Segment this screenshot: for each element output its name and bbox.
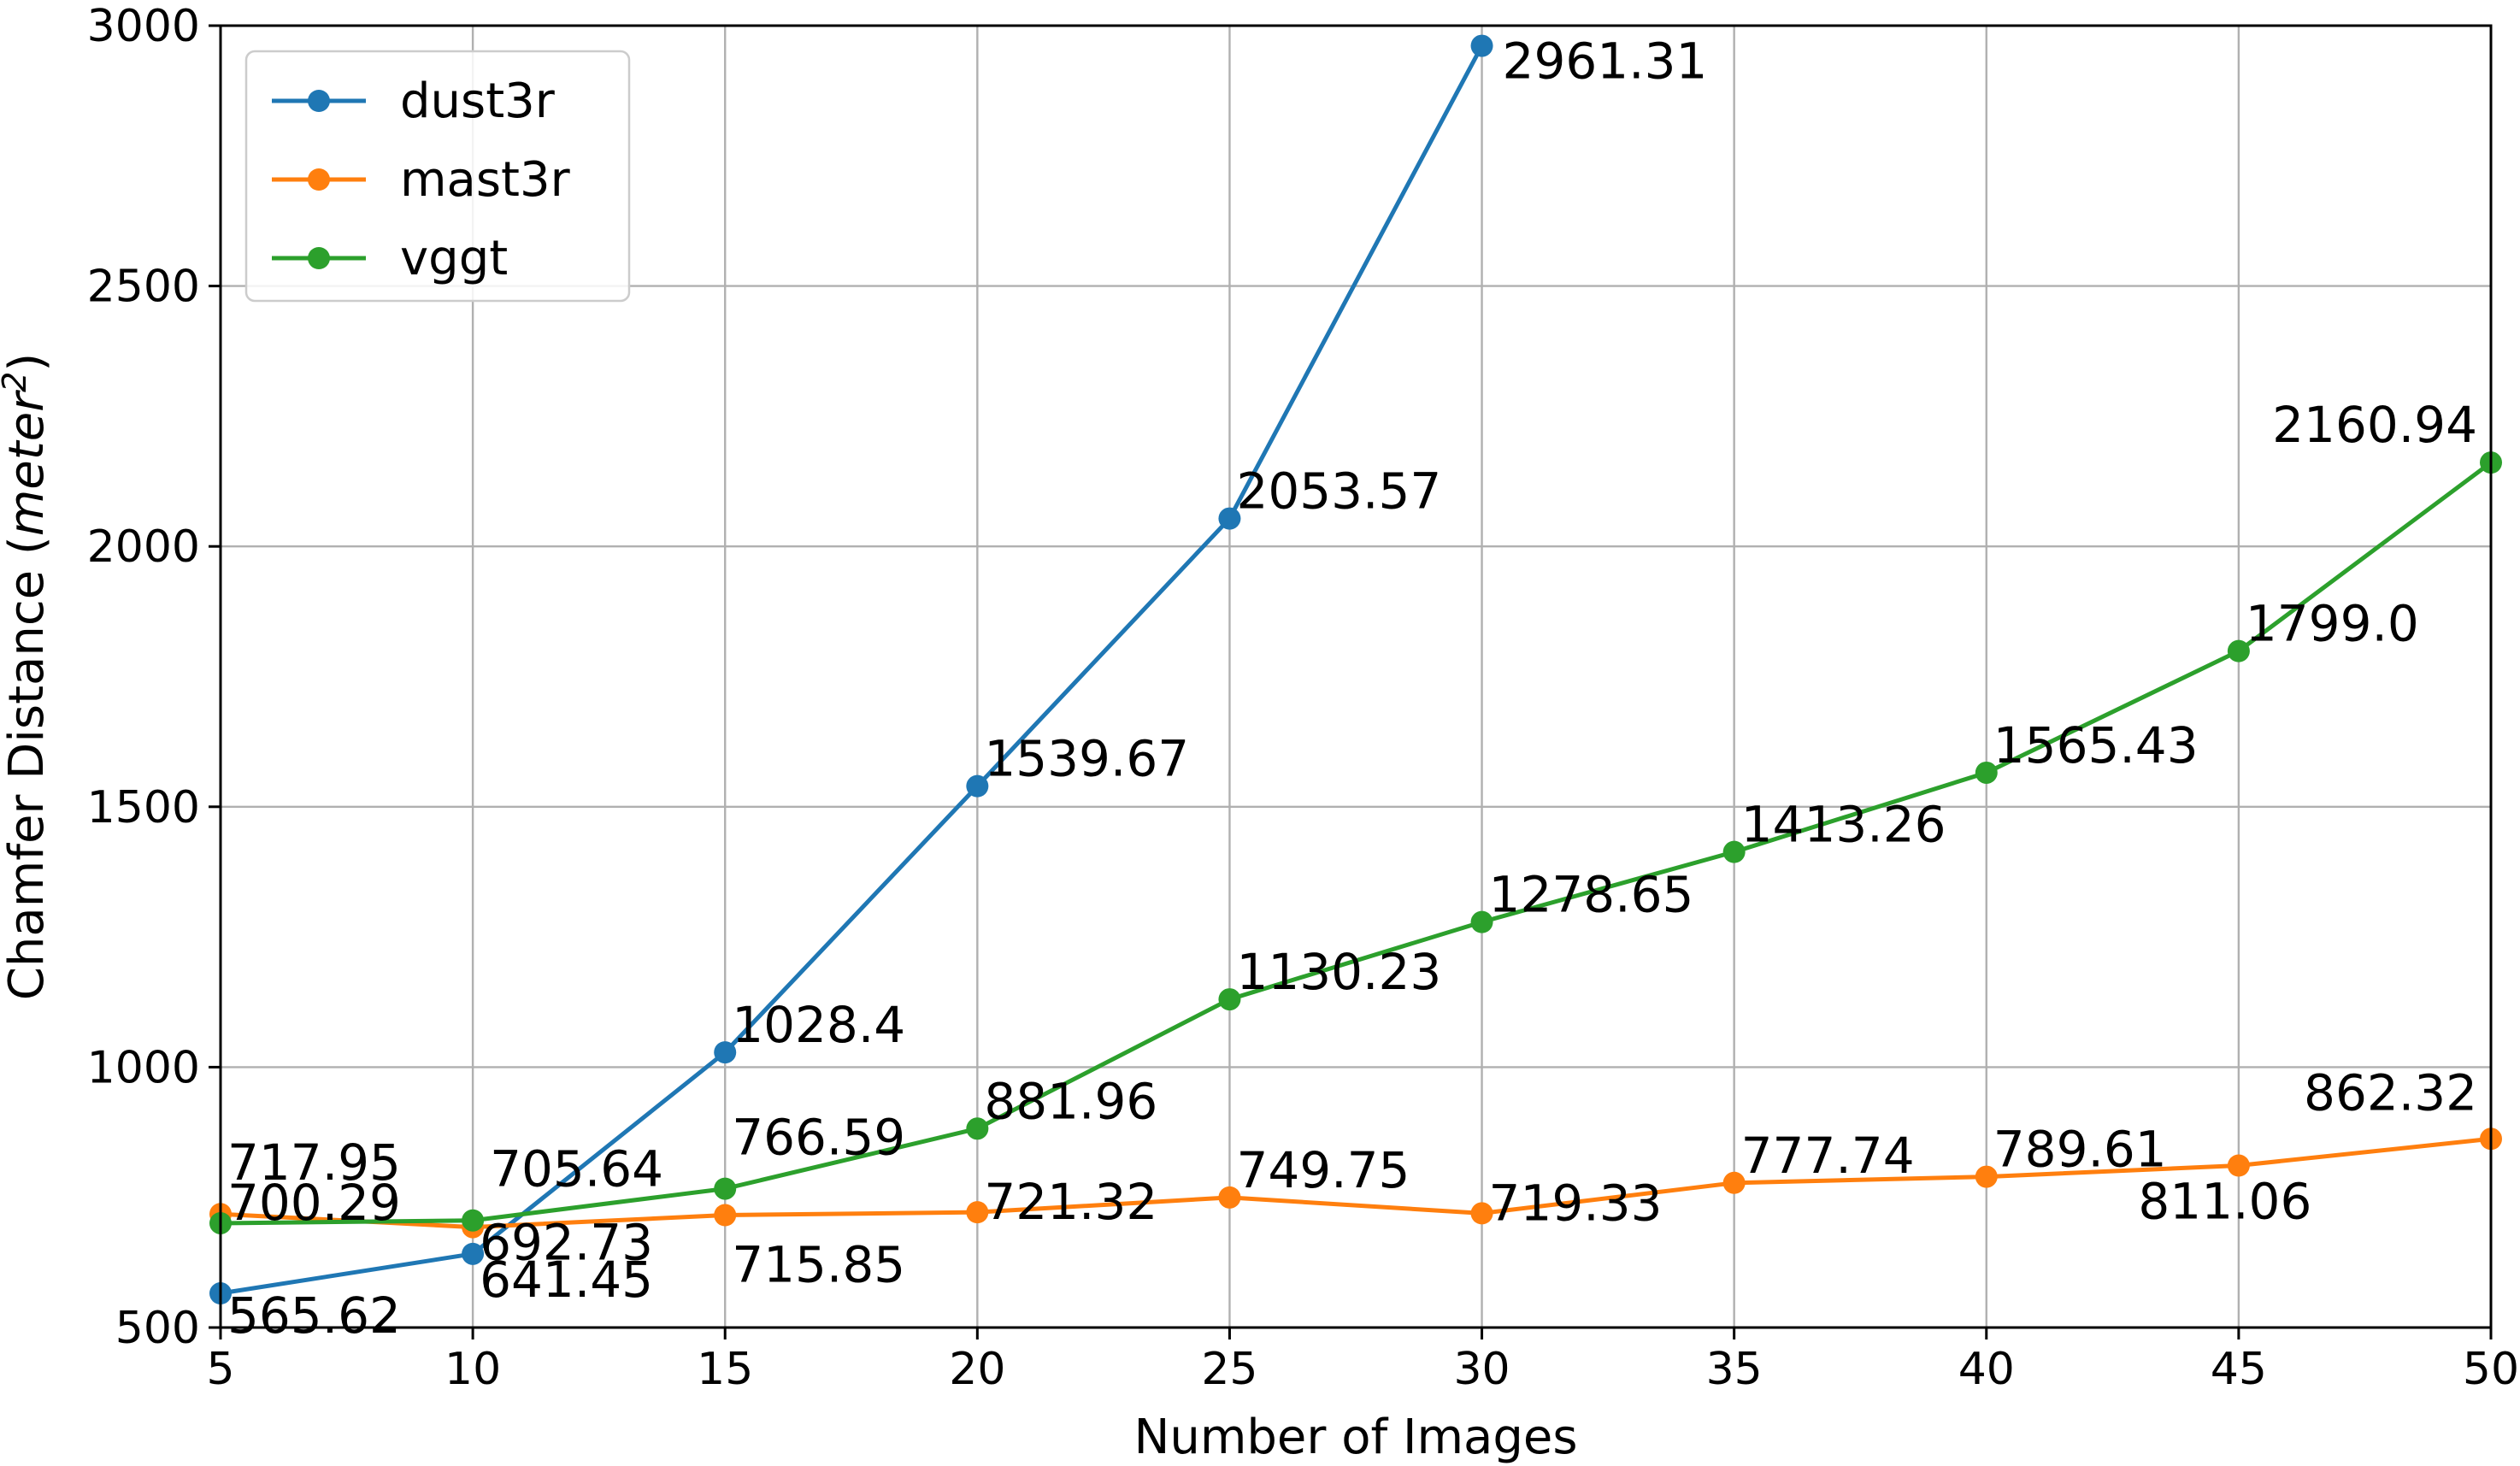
y-tick-label: 1500 — [87, 782, 200, 833]
data-label-vggt: 1130.23 — [1236, 943, 1441, 1001]
data-label-mast3r: 721.32 — [984, 1173, 1157, 1231]
data-label-mast3r: 777.74 — [1741, 1127, 1915, 1185]
data-point-dust3r — [966, 774, 989, 798]
x-tick-label: 5 — [206, 1344, 234, 1395]
data-label-mast3r: 811.06 — [2138, 1173, 2311, 1231]
series-layer — [209, 34, 2502, 1305]
data-label-dust3r: 641.45 — [480, 1251, 653, 1309]
data-label-mast3r: 749.75 — [1236, 1141, 1410, 1199]
data-point-dust3r — [462, 1242, 485, 1265]
y-axis-title-unit: meter — [0, 390, 55, 536]
data-point-mast3r — [1722, 1171, 1746, 1194]
data-point-mast3r — [2227, 1154, 2250, 1177]
data-label-vggt: 2160.94 — [2272, 396, 2477, 454]
y-tick-label: 3000 — [87, 1, 200, 52]
data-point-vggt — [1218, 988, 1241, 1011]
x-tick-label: 15 — [697, 1344, 753, 1395]
data-label-vggt: 1565.43 — [1993, 716, 2199, 774]
x-tick-label: 35 — [1706, 1344, 1763, 1395]
plot-area-frame — [219, 24, 2493, 1329]
data-label-dust3r: 2961.31 — [1503, 32, 1708, 91]
data-point-dust3r — [714, 1041, 737, 1064]
data-label-vggt: 705.64 — [490, 1140, 663, 1198]
data-label-vggt: 1413.26 — [1741, 796, 1946, 854]
axis-ticks: 5 10 15 20 25 30 35 40 45 50 500 1000 1500 2000 2500 30… — [87, 1, 2519, 1395]
y-tick-label: 2000 — [87, 521, 200, 573]
legend: dust3r mast3r vggt — [244, 50, 631, 303]
data-point-vggt — [714, 1177, 737, 1200]
legend-box — [244, 50, 631, 303]
x-tick-label: 45 — [2211, 1344, 2267, 1395]
x-tick-label: 25 — [1201, 1344, 1257, 1395]
y-axis-title-text: Chamfer Distance ( — [0, 536, 55, 1000]
series-line-dust3r — [220, 44, 1484, 1296]
legend-marker-vggt — [308, 247, 330, 269]
legend-label-mast3r: mast3r — [400, 152, 571, 208]
legend-label-dust3r: dust3r — [400, 74, 556, 129]
data-label-vggt: 766.59 — [732, 1109, 905, 1167]
x-tick-label: 30 — [1453, 1344, 1510, 1395]
data-point-vggt — [1470, 910, 1493, 933]
y-axis-title: Chamfer Distance (meter2) — [0, 353, 55, 1000]
data-point-mast3r — [1975, 1165, 1998, 1188]
data-point-mast3r — [966, 1201, 989, 1224]
x-axis-title: Number of Images — [1133, 1410, 1577, 1465]
legend-marker-mast3r — [308, 168, 330, 191]
y-axis-title-close: ) — [0, 353, 55, 372]
data-label-mast3r: 862.32 — [2304, 1063, 2477, 1122]
series-line-vggt — [220, 461, 2493, 1226]
data-label-vggt: 1799.0 — [2246, 595, 2419, 653]
data-label-vggt: 881.96 — [984, 1072, 1157, 1130]
y-tick-label: 2500 — [87, 262, 200, 313]
x-tick-label: 50 — [2463, 1344, 2519, 1395]
data-point-vggt — [2227, 639, 2250, 662]
data-labels: 565.62 641.45 1028.4 1539.67 2053.57 2961.31 7… — [227, 32, 2477, 1345]
data-point-mast3r — [1470, 1202, 1493, 1225]
data-label-mast3r: 715.85 — [732, 1236, 905, 1294]
series-line-mast3r — [220, 1136, 2492, 1230]
data-point-dust3r — [1470, 34, 1493, 57]
data-point-mast3r — [1218, 1186, 1241, 1209]
data-point-vggt — [966, 1117, 989, 1140]
data-point-dust3r — [1218, 507, 1241, 530]
data-label-vggt: 1278.65 — [1489, 866, 1694, 924]
data-label-mast3r: 789.61 — [1993, 1121, 2167, 1179]
data-label-mast3r: 717.95 — [227, 1133, 401, 1192]
data-label-vggt: 700.29 — [227, 1174, 401, 1232]
y-tick-label: 1000 — [87, 1042, 200, 1093]
data-label-mast3r: 719.33 — [1489, 1174, 1663, 1232]
x-tick-label: 40 — [1958, 1344, 2015, 1395]
data-point-vggt — [1722, 840, 1746, 863]
data-point-vggt — [1975, 761, 1998, 784]
legend-label-vggt: vggt — [400, 231, 508, 286]
data-label-dust3r: 2053.57 — [1236, 462, 1441, 521]
data-point-vggt — [462, 1209, 485, 1232]
data-label-dust3r: 1028.4 — [732, 996, 905, 1054]
x-tick-label: 20 — [949, 1344, 1005, 1395]
legend-marker-dust3r — [308, 90, 330, 112]
data-label-mast3r: 692.73 — [480, 1214, 653, 1272]
data-label-dust3r: 1539.67 — [984, 730, 1189, 788]
data-label-dust3r: 565.62 — [227, 1286, 401, 1345]
x-tick-label: 10 — [445, 1344, 501, 1395]
y-axis-title-superscript: 2 — [0, 372, 33, 392]
y-tick-label: 500 — [115, 1303, 200, 1354]
data-point-mast3r — [714, 1204, 737, 1227]
